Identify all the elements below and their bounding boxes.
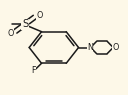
Text: O: O xyxy=(7,29,14,38)
Text: S: S xyxy=(22,19,28,29)
Text: O: O xyxy=(36,11,43,20)
Text: O: O xyxy=(113,43,119,52)
Text: N: N xyxy=(87,43,93,51)
Text: F: F xyxy=(31,66,36,75)
